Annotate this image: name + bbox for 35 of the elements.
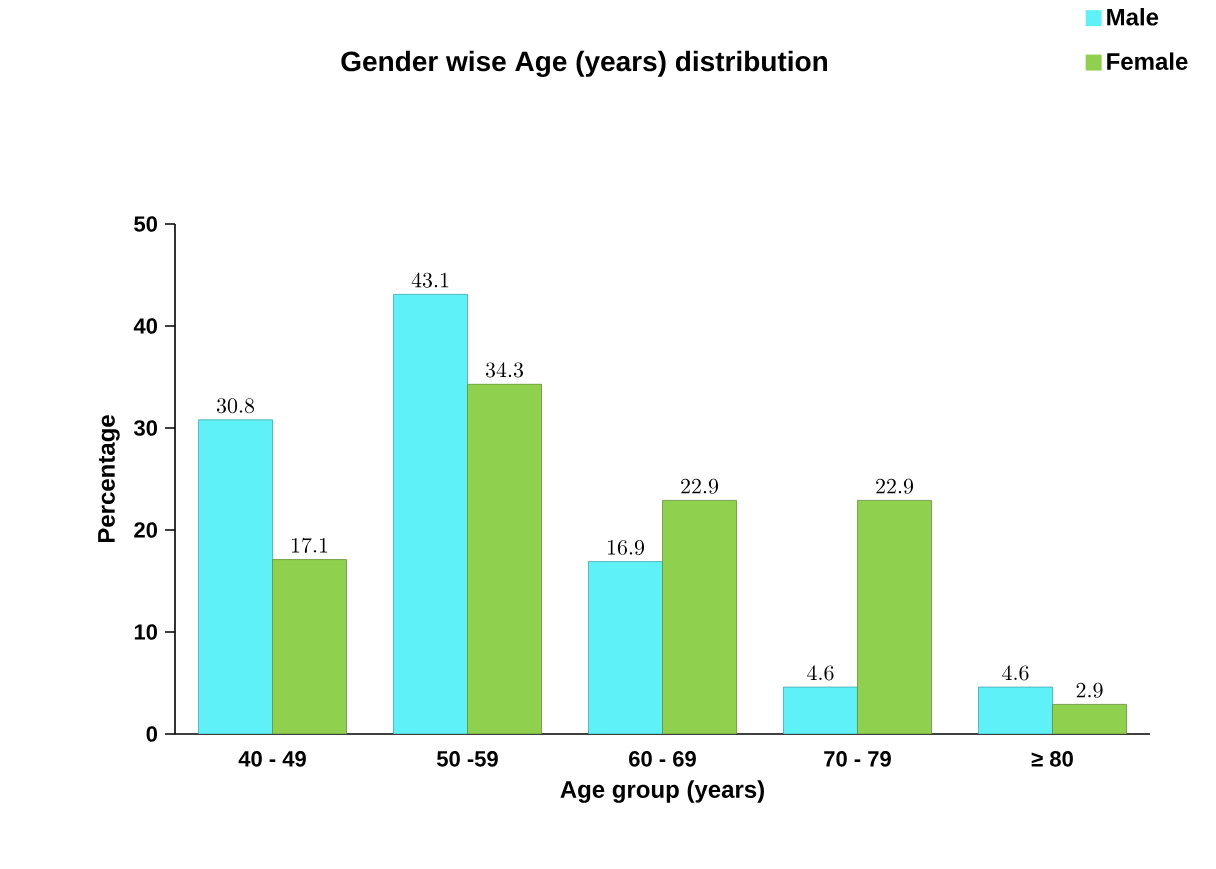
data-label: 4.6: [807, 665, 834, 681]
data-label: 34.3: [485, 362, 524, 378]
data-label: 22.9: [681, 478, 719, 494]
y-tick-label: 10: [134, 624, 158, 640]
bar: [1052, 704, 1127, 734]
legend-label: Female: [1107, 52, 1188, 70]
bar: [783, 686, 858, 734]
data-label: 30.8: [216, 398, 255, 414]
bar: [588, 561, 663, 734]
data-label: 2.9: [1076, 682, 1103, 698]
y-tick-label: 30: [133, 420, 158, 436]
x-tick-label: ≥ 80: [1031, 751, 1073, 767]
bar: [272, 559, 347, 734]
data-label: 16.9: [607, 539, 645, 556]
y-axis-title: Percentage: [98, 415, 120, 543]
x-axis-title: Age group (years): [560, 780, 764, 803]
x-tick-label: 70 - 79: [824, 751, 891, 767]
data-label: 22.9: [876, 478, 914, 494]
data-label: 4.6: [1002, 665, 1029, 681]
x-tick-label: 50 -59: [437, 751, 498, 767]
x-tick-label: 40 - 49: [238, 751, 306, 767]
y-tick-label: 20: [134, 522, 158, 538]
y-tick-label: 0: [146, 726, 158, 742]
y-tick-label: 50: [134, 216, 158, 232]
x-tick-label: 60 - 69: [629, 751, 696, 767]
bar: [857, 500, 932, 734]
y-tick-label: 40: [133, 318, 158, 334]
data-label: 43. 1: [411, 272, 449, 288]
bar: [467, 383, 542, 734]
legend-label: Male: [1107, 8, 1159, 26]
data-label: 17. 1: [291, 537, 328, 553]
chart-title: Gender wise Age (years) distribution: [341, 50, 828, 77]
bar: [662, 500, 737, 734]
bar: [978, 686, 1053, 734]
bar: [198, 419, 273, 734]
